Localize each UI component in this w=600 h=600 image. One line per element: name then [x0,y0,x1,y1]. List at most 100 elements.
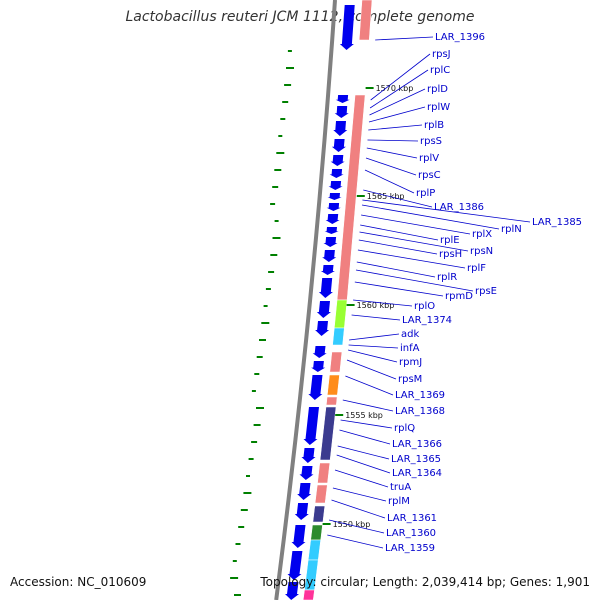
gene-arrow [287,551,303,580]
gene-label-leader [349,333,400,341]
gc-content-mark [286,67,294,69]
gene-label: LAR_1396 [435,32,485,43]
gc-content-mark [274,220,279,222]
gene-label: rpmJ [399,357,422,368]
gene-label: rpsN [470,246,493,257]
gene-track [285,5,355,600]
gene-label-leader [375,36,434,41]
gene-label-leader [364,169,415,194]
gene-label: LAR_1365 [391,454,441,465]
gene-arrow [312,346,327,358]
gene-label: LAR_1386 [434,202,484,213]
gene-label: rpsH [439,249,462,260]
gene-label: LAR_1385 [532,217,582,228]
gc-content-mark [240,509,248,511]
gene-label: truA [390,482,411,493]
cog-track [302,0,373,600]
gene-label-leader [369,88,426,116]
gene-label: LAR_1360 [386,528,436,539]
gc-content-mark [230,577,239,579]
gene-label-leader [368,124,423,131]
scale-label: 1570 kbp [376,84,414,93]
gene-arrow [335,95,350,103]
gc-content-mark [246,475,250,477]
gene-label-leader [354,281,444,297]
gene-label-leader [342,399,394,412]
gene-label: LAR_1368 [395,406,445,417]
scale-label: 1555 kbp [345,411,383,420]
gene-label: rplX [472,229,492,240]
gene-label: rpsM [398,374,422,385]
scale-label: 1565 kbp [367,192,405,201]
gene-label-leader [334,469,389,488]
gc-content-mark [268,271,275,273]
gc-content-mark [278,135,283,137]
cog-segment [317,462,331,484]
gene-label-leader [348,344,399,349]
gene-label-leader [356,261,436,278]
gene-label: rplE [440,235,460,246]
gene-arrow [325,214,340,224]
gene-arrow [327,193,342,200]
gene-arrow [320,265,335,275]
gene-label: rplP [416,188,435,199]
gene-arrow [285,582,299,600]
cog-segment [326,396,338,406]
gene-label-leader [355,269,474,292]
gene-arrow [299,466,314,480]
gene-arrow [322,250,337,262]
gene-label-leader [353,299,413,307]
gene-label: infA [400,343,420,354]
gene-label: rplC [430,65,450,76]
gene-arrow [329,169,344,178]
gc-content-mark [254,373,260,375]
gene-arrow [328,181,343,190]
gene-label: rplQ [394,423,415,434]
gc-content-mark [243,492,252,494]
cog-segment [329,351,343,373]
cog-segment [334,299,348,329]
gc-content-mark [256,356,263,358]
gene-arrow [303,407,319,445]
gene-arrow [334,106,349,118]
gene-label: rplO [414,301,435,312]
gc-content-mark [234,594,241,596]
gene-label: rplB [424,120,444,131]
gene-arrow [339,5,355,50]
gc-content-mark [263,305,268,307]
gc-content-mark [261,322,270,324]
gene-label: rpmD [445,291,473,302]
backbone-track [274,0,337,600]
gene-label-leader [327,534,384,549]
gene-label-leader [365,157,417,176]
gc-content-mark [284,84,292,86]
gene-label-leader [346,359,397,380]
map-title: Lactobacillus reuteri JCM 1112, complete… [125,9,475,25]
gc-content-mark [238,526,245,528]
gc-content-mark [276,152,285,154]
gene-label: rplN [501,224,522,235]
gc-content-mark [270,254,278,256]
cog-segment [332,327,345,346]
gene-label-leader [345,375,394,396]
cog-segment [327,374,340,396]
gene-label: rpsE [475,286,497,297]
gene-label-leader [331,499,386,519]
gene-arrow [291,525,306,548]
gene-label-leader [362,199,531,223]
gene-arrow [315,321,330,336]
gc-content-mark [251,390,256,392]
gc-content-mark [270,203,276,205]
gene-label: rplD [427,84,448,95]
cog-segment [302,589,315,600]
gc-content-mark [256,407,264,409]
scale-label: 1560 kbp [357,301,395,310]
gene-label-leader [368,106,426,123]
gene-label-leader [360,224,439,241]
gene-arrow [331,139,346,152]
gene-label-leader [332,487,387,502]
cog-segment [314,484,328,504]
gene-label: rpsS [420,136,442,147]
gene-label-track: LAR_1396 rpsJ rplC rplD rplW rplB rpsS rplV rpsC… [327,32,582,554]
